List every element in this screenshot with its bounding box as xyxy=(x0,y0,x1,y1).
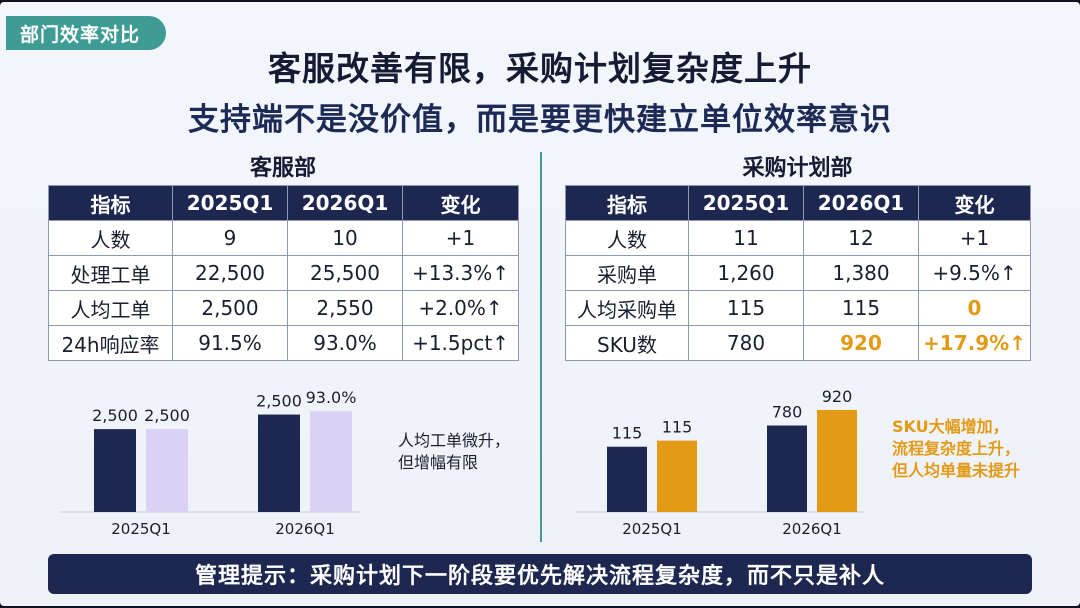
table-row: 人数 11 12 +1 xyxy=(565,220,1031,256)
chart-bar xyxy=(146,429,188,512)
bar-value-label: 2,500 xyxy=(144,406,190,425)
note-line: 但增幅有限 xyxy=(398,453,479,472)
table-cell: 人均工单 xyxy=(48,290,173,326)
table-row: 人数 9 10 +1 xyxy=(48,220,519,256)
header-cell: 2025Q1 xyxy=(172,185,288,221)
note-line: SKU大幅增加， xyxy=(892,417,1009,436)
chart-bar xyxy=(657,440,697,512)
bar-value-label: 115 xyxy=(612,424,643,443)
left-metrics-table: 指标 2025Q1 2026Q1 变化 人数 9 10 +1 处理工单 22,5… xyxy=(48,185,519,361)
table-cell: +1 xyxy=(402,220,519,256)
table-cell: 91.5% xyxy=(172,325,288,361)
table-header-row: 指标 2025Q1 2026Q1 变化 xyxy=(48,185,519,221)
note-line: 但人均单量未提升 xyxy=(892,461,1021,480)
table-cell: 11 xyxy=(688,220,804,256)
table-cell: 1,380 xyxy=(803,255,919,291)
table-row: 处理工单 22,500 25,500 +13.3%↑ xyxy=(48,255,519,291)
table-cell: 人数 xyxy=(48,220,173,256)
table-header-row: 指标 2025Q1 2026Q1 变化 xyxy=(565,185,1031,221)
page-subtitle: 支持端不是没价值，而是要更快建立单位效率意识 xyxy=(188,102,892,138)
table-cell: 12 xyxy=(803,220,919,256)
management-tip-banner: 管理提示：采购计划下一阶段要优先解决流程复杂度，而不只是补人 xyxy=(48,554,1032,594)
table-cell: 2,500 xyxy=(172,290,288,326)
bar-value-label: 780 xyxy=(772,403,803,422)
table-cell: +1 xyxy=(918,220,1031,256)
table-cell: 采购单 xyxy=(565,255,689,291)
header-cell: 变化 xyxy=(918,185,1031,221)
right-section-title: 采购计划部 xyxy=(742,156,853,181)
header-cell: 指标 xyxy=(48,185,173,221)
table-row: SKU数 780 920 +17.9%↑ xyxy=(565,325,1031,361)
header-cell: 变化 xyxy=(402,185,519,221)
x-tick-label: 2025Q1 xyxy=(622,520,682,538)
table-cell: SKU数 xyxy=(565,325,689,361)
chart-bar xyxy=(767,425,807,512)
table-cell: +2.0%↑ xyxy=(402,290,519,326)
page-title: 客服改善有限，采购计划复杂度上升 xyxy=(268,49,812,88)
x-tick-label: 2026Q1 xyxy=(275,520,335,538)
table-cell: 10 xyxy=(287,220,403,256)
table-cell: 9 xyxy=(172,220,288,256)
bar-value-label: 2,500 xyxy=(256,392,302,411)
table-cell: 人数 xyxy=(565,220,689,256)
bar-value-label: 2,500 xyxy=(92,406,138,425)
table-cell: 人均采购单 xyxy=(565,290,689,326)
table-cell: +9.5%↑ xyxy=(918,255,1031,291)
note-line: 人均工单微升， xyxy=(398,431,511,450)
table-cell: +17.9%↑ xyxy=(918,325,1031,361)
bar-value-label: 93.0% xyxy=(306,388,357,407)
table-cell: 处理工单 xyxy=(48,255,173,291)
table-cell: 2,550 xyxy=(287,290,403,326)
table-cell: 24h响应率 xyxy=(48,325,173,361)
chart-bar xyxy=(94,429,136,512)
table-row: 采购单 1,260 1,380 +9.5%↑ xyxy=(565,255,1031,291)
table-cell: +1.5pct↑ xyxy=(402,325,519,361)
right-chart-note: SKU大幅增加， 流程复杂度上升， 但人均单量未提升 xyxy=(892,416,1020,482)
x-tick-label: 2026Q1 xyxy=(782,520,842,538)
table-row: 人均采购单 115 115 0 xyxy=(565,290,1031,326)
header-cell: 指标 xyxy=(565,185,689,221)
table-row: 人均工单 2,500 2,550 +2.0%↑ xyxy=(48,290,519,326)
table-cell: 25,500 xyxy=(287,255,403,291)
table-cell: 0 xyxy=(918,290,1031,326)
chart-bar xyxy=(607,446,647,512)
section-tag: 部门效率对比 xyxy=(6,16,166,50)
x-tick-label: 2025Q1 xyxy=(111,520,171,538)
chart-bar xyxy=(817,410,857,512)
bar-value-label: 115 xyxy=(662,418,693,437)
chart-bar xyxy=(258,414,300,512)
section-divider xyxy=(540,152,542,542)
table-cell: 115 xyxy=(803,290,919,326)
chart-bar xyxy=(310,411,352,512)
table-cell: +13.3%↑ xyxy=(402,255,519,291)
left-chart-note: 人均工单微升， 但增幅有限 xyxy=(398,430,510,474)
bar-value-label: 920 xyxy=(822,387,853,406)
table-cell: 1,260 xyxy=(688,255,804,291)
header-cell: 2026Q1 xyxy=(287,185,403,221)
right-metrics-table: 指标 2025Q1 2026Q1 变化 人数 11 12 +1 采购单 1,26… xyxy=(565,185,1031,361)
table-cell: 93.0% xyxy=(287,325,403,361)
table-cell: 780 xyxy=(688,325,804,361)
right-bar-chart: 115 115 2025Q1 780 920 2026Q1 xyxy=(575,387,865,538)
table-cell: 115 xyxy=(688,290,804,326)
header-cell: 2026Q1 xyxy=(803,185,919,221)
table-cell: 920 xyxy=(803,325,919,361)
table-cell: 22,500 xyxy=(172,255,288,291)
header-cell: 2025Q1 xyxy=(688,185,804,221)
left-section-title: 客服部 xyxy=(249,156,316,181)
note-line: 流程复杂度上升， xyxy=(892,439,1021,458)
table-row: 24h响应率 91.5% 93.0% +1.5pct↑ xyxy=(48,325,519,361)
